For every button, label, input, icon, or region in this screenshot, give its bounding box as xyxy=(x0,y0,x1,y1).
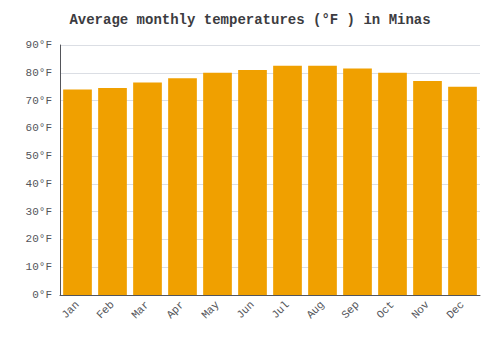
svg-text:Apr: Apr xyxy=(164,299,186,321)
svg-text:May: May xyxy=(199,298,222,321)
svg-text:10°F: 10°F xyxy=(26,261,52,273)
svg-text:Oct: Oct xyxy=(374,299,396,321)
svg-text:Jun: Jun xyxy=(234,299,256,321)
svg-text:Jan: Jan xyxy=(59,299,81,321)
svg-text:Dec: Dec xyxy=(444,299,466,321)
svg-text:0°F: 0°F xyxy=(32,289,52,301)
svg-text:Mar: Mar xyxy=(129,299,151,321)
svg-text:80°F: 80°F xyxy=(26,67,52,79)
svg-text:30°F: 30°F xyxy=(26,206,52,218)
svg-text:60°F: 60°F xyxy=(26,122,52,134)
svg-text:Aug: Aug xyxy=(304,299,326,321)
svg-text:Nov: Nov xyxy=(409,298,432,321)
svg-text:40°F: 40°F xyxy=(26,178,52,190)
svg-text:20°F: 20°F xyxy=(26,233,52,245)
svg-text:90°F: 90°F xyxy=(26,39,52,51)
svg-text:50°F: 50°F xyxy=(26,150,52,162)
svg-text:Jul: Jul xyxy=(269,299,291,321)
svg-text:Average monthly temperatures (: Average monthly temperatures (°F ) in Mi… xyxy=(69,12,430,28)
svg-text:Sep: Sep xyxy=(339,299,361,321)
svg-text:70°F: 70°F xyxy=(26,95,52,107)
svg-text:Feb: Feb xyxy=(94,299,116,321)
